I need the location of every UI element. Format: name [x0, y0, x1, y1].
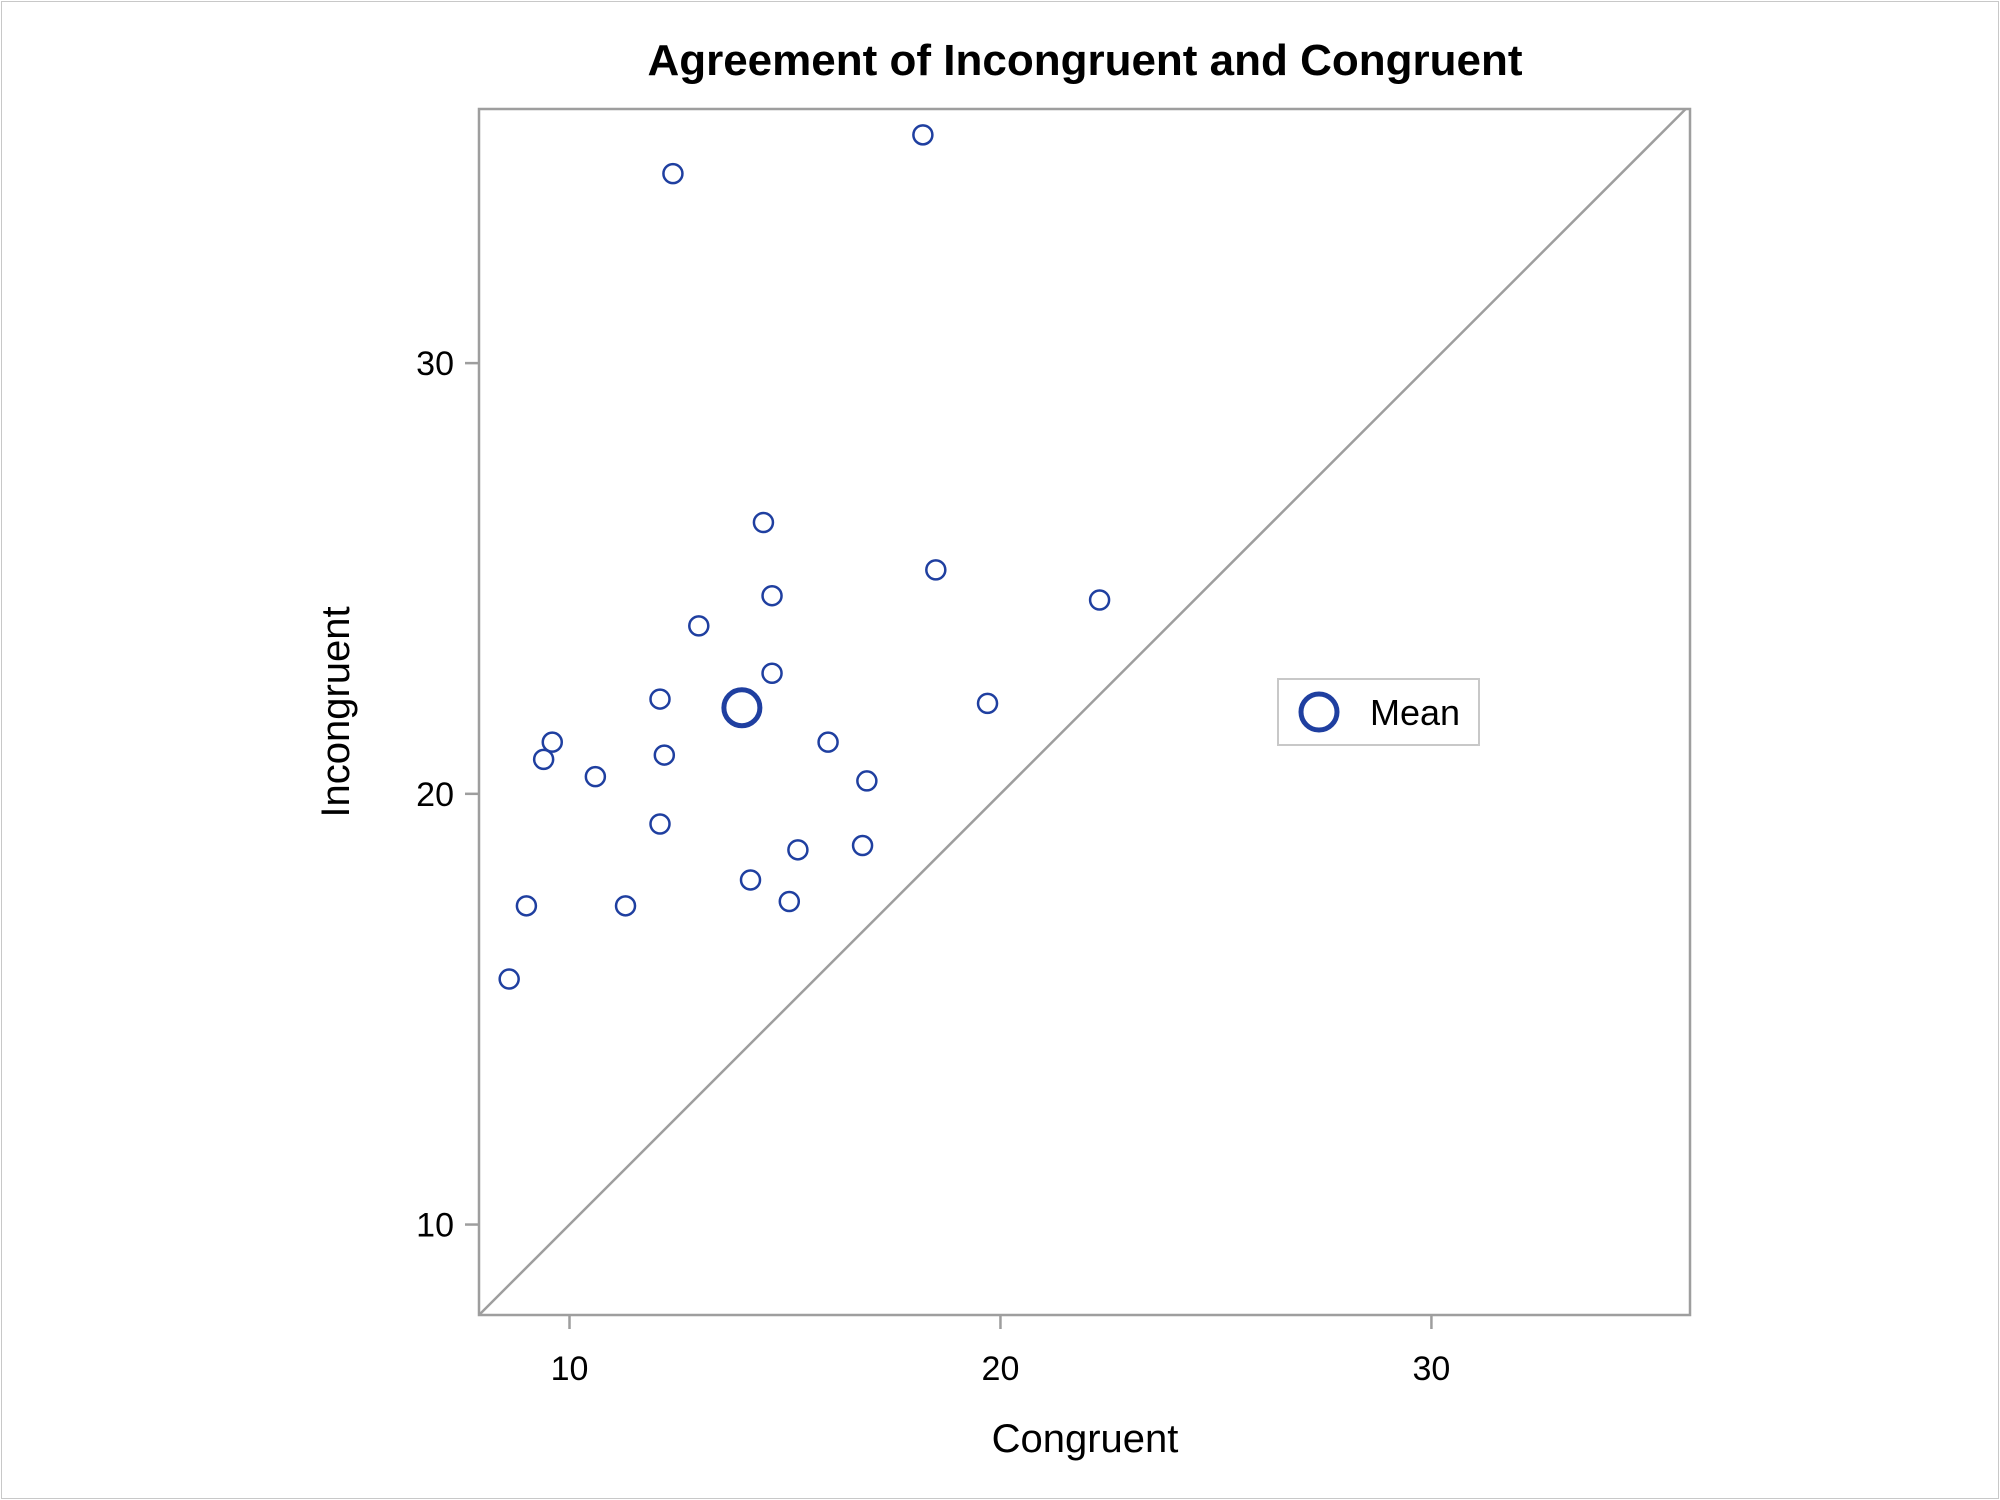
legend: Mean: [1277, 678, 1480, 746]
x-tick-label: 10: [551, 1350, 589, 1388]
data-point: [688, 615, 710, 637]
data-point: [541, 731, 564, 753]
legend-box: [1277, 678, 1480, 746]
data-point: [584, 765, 607, 788]
data-point: [851, 834, 874, 857]
legend-mean-label: Mean: [1370, 692, 1460, 733]
data-point: [925, 559, 947, 581]
x-tick-label: 20: [982, 1350, 1020, 1388]
data-point: [614, 895, 637, 917]
data-point: [1088, 589, 1111, 611]
data-point: [912, 124, 934, 146]
chart-title: Agreement of Incongruent and Congruent: [647, 36, 1522, 85]
data-point: [653, 744, 676, 766]
data-point: [976, 692, 999, 715]
data-point: [515, 895, 538, 917]
x-tick-label: 30: [1413, 1350, 1451, 1388]
data-point: [856, 770, 878, 792]
y-axis: 10 20 30: [416, 345, 479, 1245]
x-axis: 10 20 30: [551, 1315, 1451, 1388]
x-axis-label: Congruent: [992, 1417, 1179, 1461]
data-point: [498, 968, 520, 990]
y-tick-label: 30: [416, 345, 454, 383]
y-tick-label: 10: [416, 1207, 454, 1245]
y-tick-label: 20: [416, 776, 454, 814]
data-point: [761, 584, 783, 607]
y-axis-label: Incongruent: [314, 606, 358, 817]
legend-mean-marker: [1298, 691, 1340, 733]
data-point: [662, 162, 684, 185]
identity-line: [478, 108, 1687, 1316]
data-point: [761, 662, 783, 684]
data-point: [817, 731, 839, 753]
data-point: [778, 890, 801, 913]
data-points: [498, 124, 1111, 990]
data-point: [649, 813, 671, 835]
data-point: [739, 869, 762, 891]
data-point: [787, 839, 809, 861]
identity-line-group: [478, 108, 1687, 1316]
data-point: [532, 748, 555, 771]
mean-point: [721, 687, 763, 729]
data-point: [649, 688, 671, 710]
data-point: [752, 511, 775, 534]
